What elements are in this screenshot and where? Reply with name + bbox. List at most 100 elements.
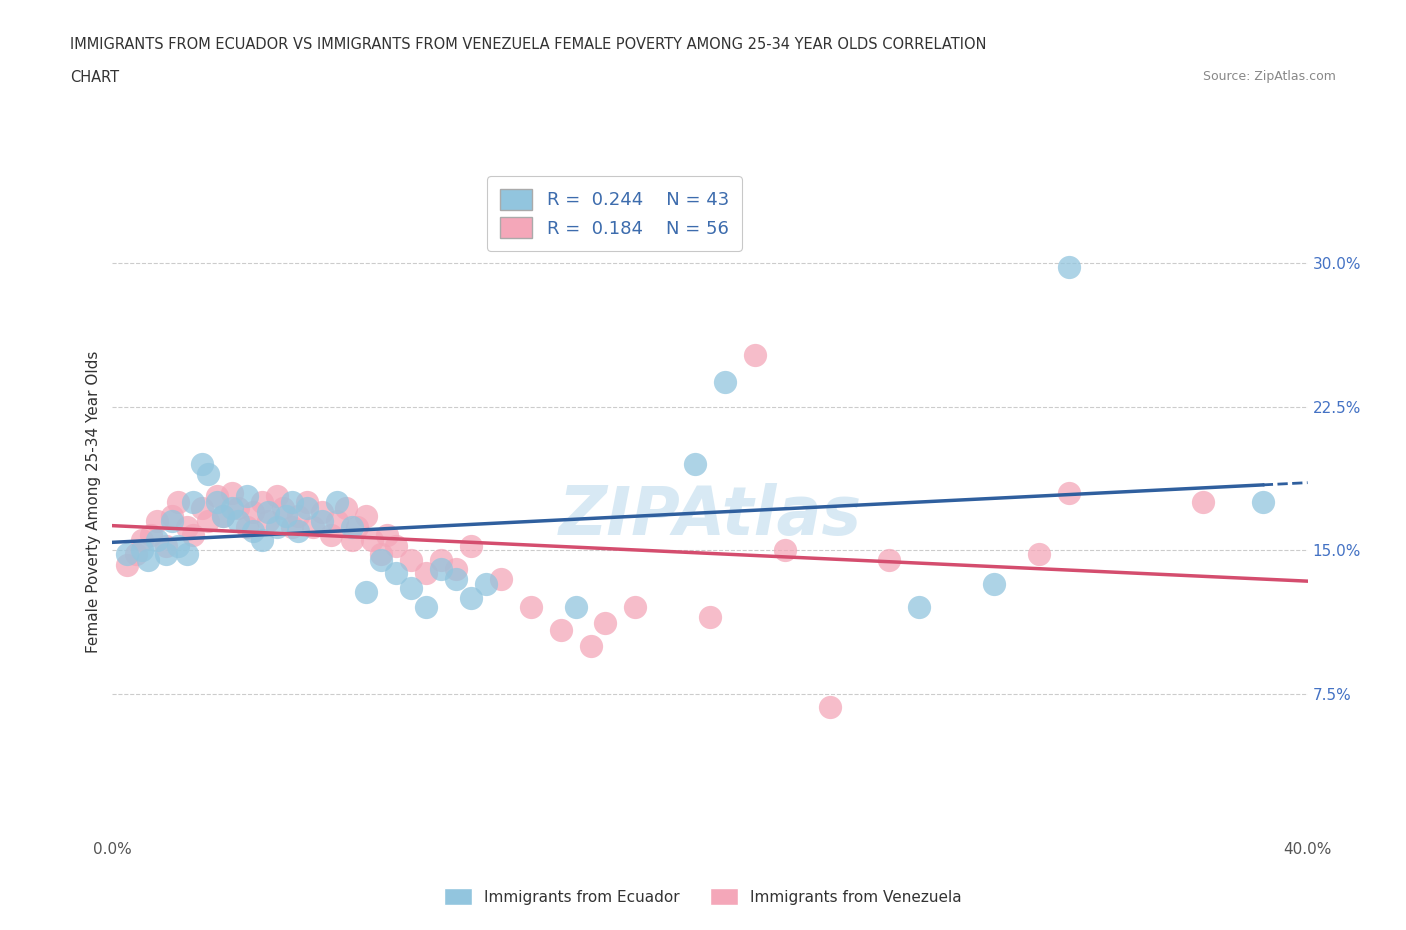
Point	[340, 520, 363, 535]
Point	[167, 538, 190, 553]
Text: IMMIGRANTS FROM ECUADOR VS IMMIGRANTS FROM VENEZUELA FEMALE POVERTY AMONG 25-34 : IMMIGRANTS FROM ECUADOR VS IMMIGRANTS FR…	[70, 37, 987, 52]
Point	[908, 600, 931, 615]
Point	[595, 616, 617, 631]
Point	[125, 547, 148, 562]
Point	[699, 609, 721, 624]
Point	[520, 600, 543, 615]
Point	[877, 552, 901, 567]
Point	[131, 542, 153, 557]
Point	[624, 600, 647, 615]
Point	[460, 591, 482, 605]
Point	[191, 500, 214, 515]
Point	[295, 495, 318, 510]
Point	[460, 538, 482, 553]
Point	[274, 508, 297, 523]
Point	[346, 520, 368, 535]
Point	[221, 485, 243, 500]
Point	[287, 508, 309, 523]
Point	[385, 565, 408, 580]
Point	[683, 457, 706, 472]
Point	[131, 533, 153, 548]
Point	[167, 495, 190, 510]
Point	[319, 527, 342, 542]
Legend: R =  0.244    N = 43, R =  0.184    N = 56: R = 0.244 N = 43, R = 0.184 N = 56	[488, 177, 741, 251]
Point	[250, 533, 273, 548]
Point	[146, 533, 169, 548]
Text: CHART: CHART	[70, 70, 120, 85]
Point	[475, 577, 498, 591]
Point	[226, 514, 249, 529]
Point	[818, 699, 841, 714]
Point	[226, 500, 249, 515]
Point	[340, 533, 363, 548]
Point	[401, 552, 423, 567]
Point	[744, 348, 766, 363]
Point	[356, 508, 378, 523]
Point	[444, 562, 467, 577]
Point	[370, 552, 392, 567]
Point	[370, 547, 392, 562]
Point	[212, 508, 235, 523]
Point	[250, 495, 273, 510]
Point	[430, 552, 453, 567]
Point	[1192, 495, 1215, 510]
Point	[415, 600, 437, 615]
Point	[325, 495, 347, 510]
Point	[257, 514, 280, 529]
Point	[212, 508, 235, 523]
Point	[325, 514, 347, 529]
Point	[564, 600, 586, 615]
Point	[236, 489, 259, 504]
Point	[221, 500, 243, 515]
Point	[205, 495, 228, 510]
Point	[773, 542, 796, 557]
Text: Source: ZipAtlas.com: Source: ZipAtlas.com	[1202, 70, 1336, 83]
Point	[197, 466, 219, 481]
Point	[1057, 485, 1080, 500]
Point	[197, 514, 219, 529]
Point	[415, 565, 437, 580]
Point	[301, 520, 323, 535]
Point	[257, 504, 280, 519]
Point	[983, 577, 1005, 591]
Point	[361, 533, 384, 548]
Point	[162, 508, 183, 523]
Point	[401, 581, 423, 596]
Point	[335, 500, 357, 515]
Point	[191, 457, 214, 472]
Point	[356, 585, 378, 600]
Point	[155, 547, 177, 562]
Point	[281, 520, 304, 535]
Point	[444, 571, 467, 586]
Point	[176, 520, 198, 535]
Point	[162, 514, 183, 529]
Point	[1251, 495, 1274, 510]
Point	[311, 514, 333, 529]
Point	[242, 524, 264, 538]
Point	[181, 495, 204, 510]
Point	[287, 524, 309, 538]
Point	[714, 374, 737, 389]
Point	[141, 527, 163, 542]
Point	[311, 504, 333, 519]
Point	[236, 520, 259, 535]
Point	[117, 547, 139, 562]
Point	[266, 520, 288, 535]
Y-axis label: Female Poverty Among 25-34 Year Olds: Female Poverty Among 25-34 Year Olds	[86, 351, 101, 654]
Point	[579, 638, 602, 653]
Point	[385, 538, 408, 553]
Text: ZIPAtlas: ZIPAtlas	[558, 483, 862, 549]
Point	[1057, 259, 1080, 274]
Point	[155, 538, 177, 553]
Point	[489, 571, 512, 586]
Point	[138, 552, 160, 567]
Point	[430, 562, 453, 577]
Point	[295, 500, 318, 515]
Point	[181, 527, 204, 542]
Point	[117, 558, 139, 573]
Point	[266, 489, 288, 504]
Point	[242, 504, 264, 519]
Point	[1028, 547, 1050, 562]
Point	[176, 547, 198, 562]
Point	[550, 623, 572, 638]
